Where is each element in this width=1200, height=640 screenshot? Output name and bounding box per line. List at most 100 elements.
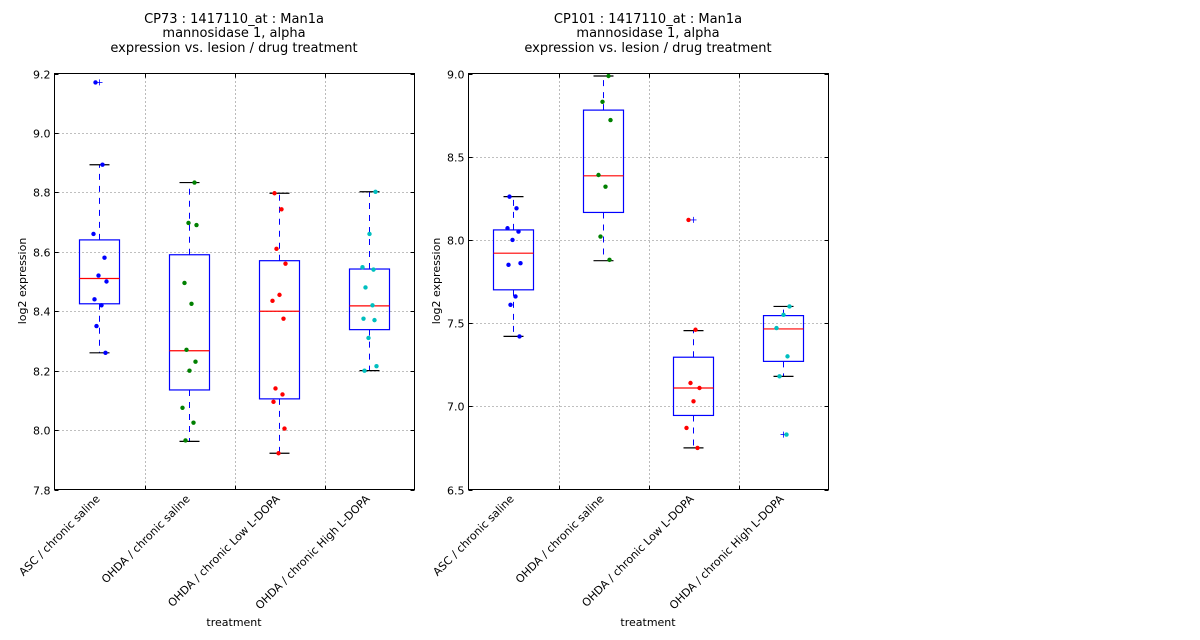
data-point: [182, 280, 187, 286]
chart-right-boxes: [492, 73, 805, 451]
data-point: [186, 220, 191, 226]
data-point: [371, 267, 376, 272]
data-point: [518, 260, 523, 266]
data-point: [184, 347, 189, 353]
data-point: [777, 374, 782, 379]
data-point: [785, 354, 790, 359]
y-tick-label: 8.0: [33, 425, 51, 438]
data-point: [363, 285, 368, 290]
box-group: [762, 304, 805, 438]
box-iqr: [672, 356, 715, 417]
y-tick-label: 8.8: [33, 187, 51, 200]
y-tick-label: 7.8: [33, 485, 51, 498]
chart-right: CP101 : 1417110_at : Man1a mannosidase 1…: [430, 12, 829, 629]
y-tick-label: 9.0: [33, 128, 51, 141]
data-point: [693, 327, 698, 332]
data-point: [192, 180, 197, 185]
data-point: [271, 399, 276, 405]
data-point: [94, 323, 99, 329]
data-point: [96, 273, 101, 278]
box-iqr: [492, 229, 535, 291]
data-point: [374, 363, 379, 369]
box-iqr: [582, 109, 625, 214]
chart-left-y-ticks: 7.8 8.0 8.2 8.4 8.6 8.8 9.0 9.2: [33, 69, 415, 498]
data-point: [697, 385, 702, 391]
box-iqr: [348, 268, 391, 331]
data-point: [279, 207, 284, 212]
chart-left-title-line-1: CP73 : 1417110_at : Man1a: [144, 12, 324, 27]
data-point: [183, 438, 188, 443]
y-tick-label: 7.0: [447, 401, 465, 414]
box-group: [258, 191, 301, 456]
chart-left-title-line-2: mannosidase 1, alpha: [162, 26, 305, 41]
data-point: [99, 303, 104, 308]
data-point: [787, 304, 792, 309]
y-tick-label: 6.5: [447, 485, 465, 498]
y-tick-label: 9.0: [447, 69, 465, 82]
data-point: [104, 279, 109, 284]
data-point: [600, 99, 605, 104]
data-point: [277, 292, 282, 298]
data-point: [282, 426, 287, 431]
data-point: [510, 237, 515, 243]
y-tick-label: 9.2: [33, 69, 51, 82]
box-iqr: [78, 239, 121, 305]
data-point: [191, 420, 196, 425]
data-point: [276, 451, 281, 456]
data-point: [686, 217, 691, 223]
data-point: [603, 184, 608, 189]
x-tick-label: OHDA / chronic saline: [513, 492, 607, 586]
data-point: [93, 80, 98, 85]
data-point: [362, 368, 367, 373]
chart-right-title-line-3: expression vs. lesion / drug treatment: [524, 41, 771, 56]
chart-left-frame: [54, 73, 415, 490]
data-point: [508, 302, 513, 307]
data-point: [684, 425, 689, 431]
y-tick-label: 7.5: [447, 318, 465, 331]
data-point: [280, 392, 285, 397]
chart-left-boxes: [78, 79, 391, 456]
y-tick-label: 8.4: [33, 306, 51, 319]
data-point: [281, 316, 286, 321]
x-tick-label: ASC / chronic saline: [16, 492, 102, 578]
x-tick-label: ASC / chronic saline: [430, 492, 516, 578]
chart-left-grid: [54, 73, 415, 490]
data-point: [516, 229, 521, 234]
data-point: [608, 117, 613, 123]
data-point: [194, 222, 199, 228]
data-point: [180, 405, 185, 410]
box-group: [672, 216, 715, 451]
box-iqr: [258, 260, 301, 400]
data-point: [272, 191, 277, 196]
data-point: [361, 316, 366, 321]
box-group: [582, 73, 625, 263]
data-point: [103, 350, 108, 356]
box-group: [348, 189, 391, 373]
data-point: [506, 262, 511, 268]
data-point: [91, 231, 96, 237]
chart-right-frame: [468, 73, 829, 490]
data-point: [514, 206, 519, 211]
data-point: [517, 334, 522, 339]
data-point: [100, 162, 105, 167]
box-group: [78, 79, 121, 356]
data-point: [606, 73, 611, 79]
y-tick-label: 8.2: [33, 366, 51, 379]
chart-left-y-axis-label: log2 expression: [16, 238, 29, 325]
data-point: [189, 301, 194, 306]
chart-left-title-line-3: expression vs. lesion / drug treatment: [110, 41, 357, 56]
data-point: [774, 325, 779, 331]
data-point: [373, 189, 378, 194]
data-point: [781, 312, 786, 317]
data-point: [691, 399, 696, 404]
data-point: [273, 386, 278, 391]
data-point: [695, 445, 700, 451]
chart-right-grid: [468, 73, 829, 490]
box-iqr: [168, 254, 211, 391]
data-point: [367, 231, 372, 237]
data-point: [187, 368, 192, 373]
chart-left: CP73 : 1417110_at : Man1a mannosidase 1,…: [16, 12, 415, 629]
chart-right-title-line-1: CP101 : 1417110_at : Man1a: [554, 12, 742, 27]
y-tick-label: 8.6: [33, 247, 51, 260]
